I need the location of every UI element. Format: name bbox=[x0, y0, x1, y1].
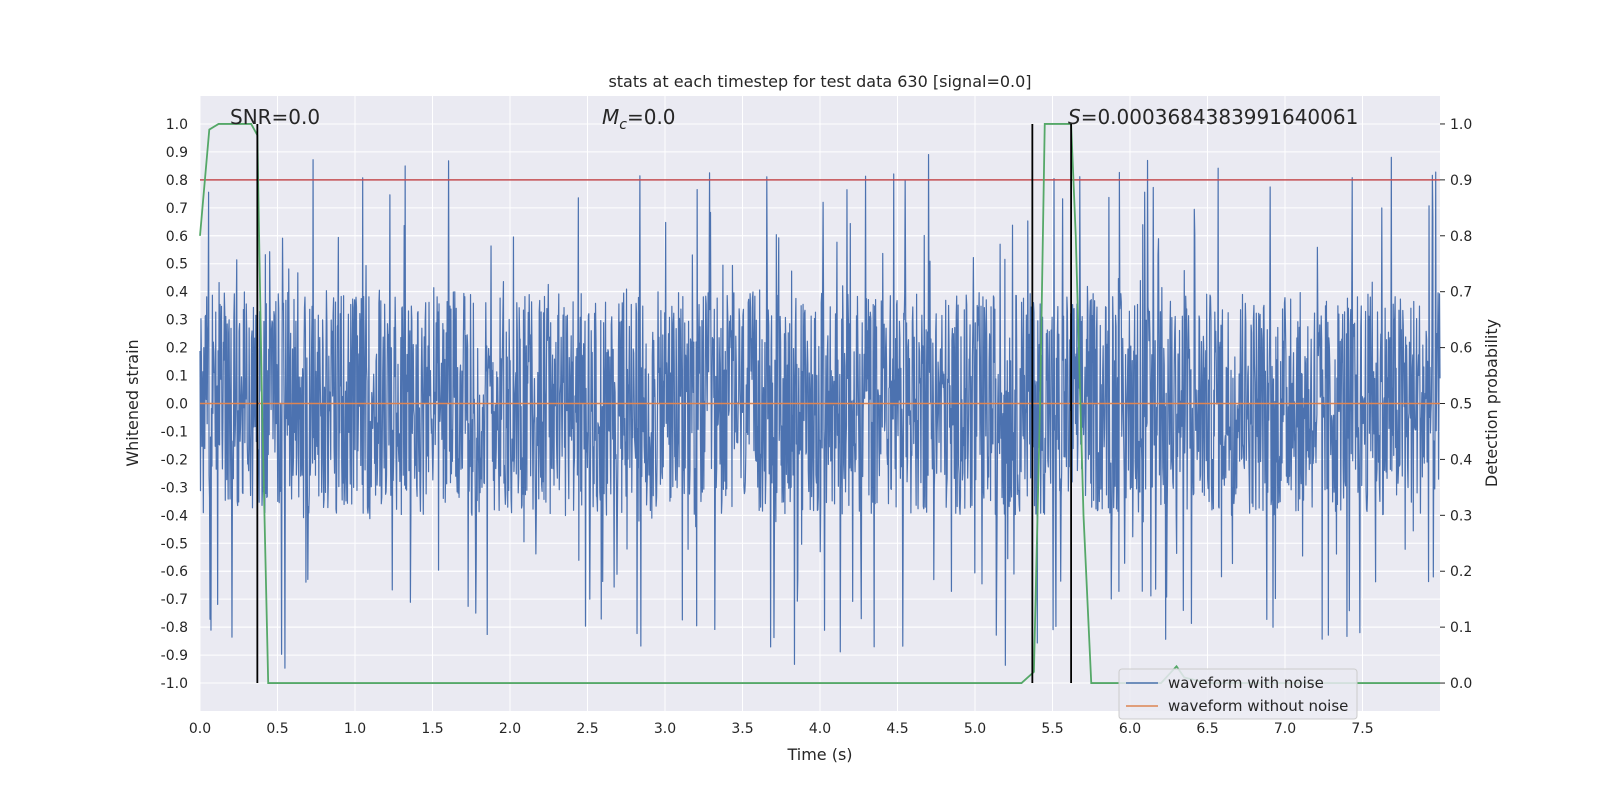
y-tick-label: -0.4 bbox=[161, 508, 188, 524]
detection-probability-line bbox=[199, 123, 1440, 684]
mc-symbol: M bbox=[602, 105, 619, 129]
y-tick-label: -0.5 bbox=[161, 536, 188, 552]
y-tick-label: -0.7 bbox=[161, 592, 188, 608]
overlay bbox=[199, 123, 1440, 684]
x-tick-label: 6.0 bbox=[1119, 721, 1141, 737]
x-tick-label: 6.5 bbox=[1196, 721, 1218, 737]
legend-label-clean: waveform without noise bbox=[1168, 697, 1348, 715]
x-tick-label: 1.0 bbox=[344, 721, 366, 737]
y-tick-label: 0.2 bbox=[166, 341, 188, 357]
x-tick-label: 2.5 bbox=[576, 721, 598, 737]
x-tick-label: 4.5 bbox=[886, 721, 908, 737]
x-tick-label: 0.0 bbox=[189, 721, 211, 737]
y2-tick-label: 0.5 bbox=[1450, 397, 1472, 413]
y2-tick-label: 0.8 bbox=[1450, 229, 1472, 245]
legend-label-noise: waveform with noise bbox=[1168, 674, 1324, 692]
y2-tick-label: 0.0 bbox=[1450, 676, 1472, 692]
x-tick-label: 2.0 bbox=[499, 721, 521, 737]
y-tick-label: -0.1 bbox=[161, 424, 188, 440]
y2-tick-label: 0.9 bbox=[1450, 173, 1472, 189]
y-tick-label: -0.9 bbox=[161, 648, 188, 664]
x-tick-label: 3.0 bbox=[654, 721, 676, 737]
y2-tick-label: 0.1 bbox=[1450, 620, 1472, 636]
legend: waveform with noise waveform without noi… bbox=[1118, 668, 1358, 720]
x-tick-label: 3.5 bbox=[731, 721, 753, 737]
y-tick-label: -0.6 bbox=[161, 564, 188, 580]
waveform-with-noise-line bbox=[199, 153, 1441, 669]
x-tick-label: 0.5 bbox=[266, 721, 288, 737]
y2-tick-label: 0.4 bbox=[1450, 452, 1472, 468]
y-tick-label: -0.3 bbox=[161, 480, 188, 496]
chirp-mass-annotation: Mc=0.0 bbox=[602, 105, 676, 133]
chart-title: stats at each timestep for test data 630… bbox=[608, 72, 1031, 91]
y-tick-label: -0.2 bbox=[161, 452, 188, 468]
waveform-with-noise-series bbox=[199, 153, 1441, 669]
y-tick-label: 0.5 bbox=[166, 257, 188, 273]
y-tick-label: 1.0 bbox=[166, 117, 188, 133]
x-tick-label: 5.0 bbox=[964, 721, 986, 737]
y-ticks: 1.0 0.9 0.8 0.7 0.6 0.5 0.4 0.3 0.2 0.1 0.0 -0.1 -0.… bbox=[161, 117, 188, 692]
snr-annotation: SNR=0.0 bbox=[230, 105, 320, 129]
y-tick-label: -1.0 bbox=[161, 676, 188, 692]
x-tick-label: 4.0 bbox=[809, 721, 831, 737]
y-tick-label: 0.9 bbox=[166, 145, 188, 161]
y-tick-label: 0.7 bbox=[166, 201, 188, 217]
y2-axis-label: Detection probability bbox=[1482, 319, 1501, 487]
x-tick-label: 7.0 bbox=[1274, 721, 1296, 737]
y2-ticks: 1.0 0.9 0.8 0.7 0.6 0.5 0.4 0.3 0.2 0.1 0.0 bbox=[1440, 117, 1472, 692]
s-value: =0.0003684383991640061 bbox=[1081, 105, 1359, 129]
x-tick-label: 5.5 bbox=[1041, 721, 1063, 737]
s-annotation: S=0.0003684383991640061 bbox=[1068, 105, 1358, 129]
y2-tick-label: 0.3 bbox=[1450, 508, 1472, 524]
y-axis-label: Whitened strain bbox=[123, 339, 142, 466]
x-tick-label: 7.5 bbox=[1351, 721, 1373, 737]
y-tick-label: 0.6 bbox=[166, 229, 188, 245]
y-tick-label: -0.8 bbox=[161, 620, 188, 636]
y-tick-label: 0.8 bbox=[166, 173, 188, 189]
y2-tick-label: 0.2 bbox=[1450, 564, 1472, 580]
s-symbol: S bbox=[1068, 105, 1081, 129]
x-axis-label: Time (s) bbox=[786, 745, 852, 764]
y2-tick-label: 0.7 bbox=[1450, 285, 1472, 301]
mc-subscript: c bbox=[619, 117, 627, 133]
legend-box bbox=[1118, 668, 1358, 720]
y2-tick-label: 1.0 bbox=[1450, 117, 1472, 133]
y2-tick-label: 0.6 bbox=[1450, 341, 1472, 357]
y-tick-label: 0.1 bbox=[166, 369, 188, 385]
x-ticks: 0.0 0.5 1.0 1.5 2.0 2.5 3.0 3.5 4.0 4.5 5.0 5.5 6.0 6… bbox=[189, 721, 1374, 737]
y-tick-label: 0.0 bbox=[166, 397, 188, 413]
y-tick-label: 0.4 bbox=[166, 285, 188, 301]
x-tick-label: 1.5 bbox=[421, 721, 443, 737]
y-tick-label: 0.3 bbox=[166, 313, 188, 329]
mc-value: =0.0 bbox=[627, 105, 676, 129]
